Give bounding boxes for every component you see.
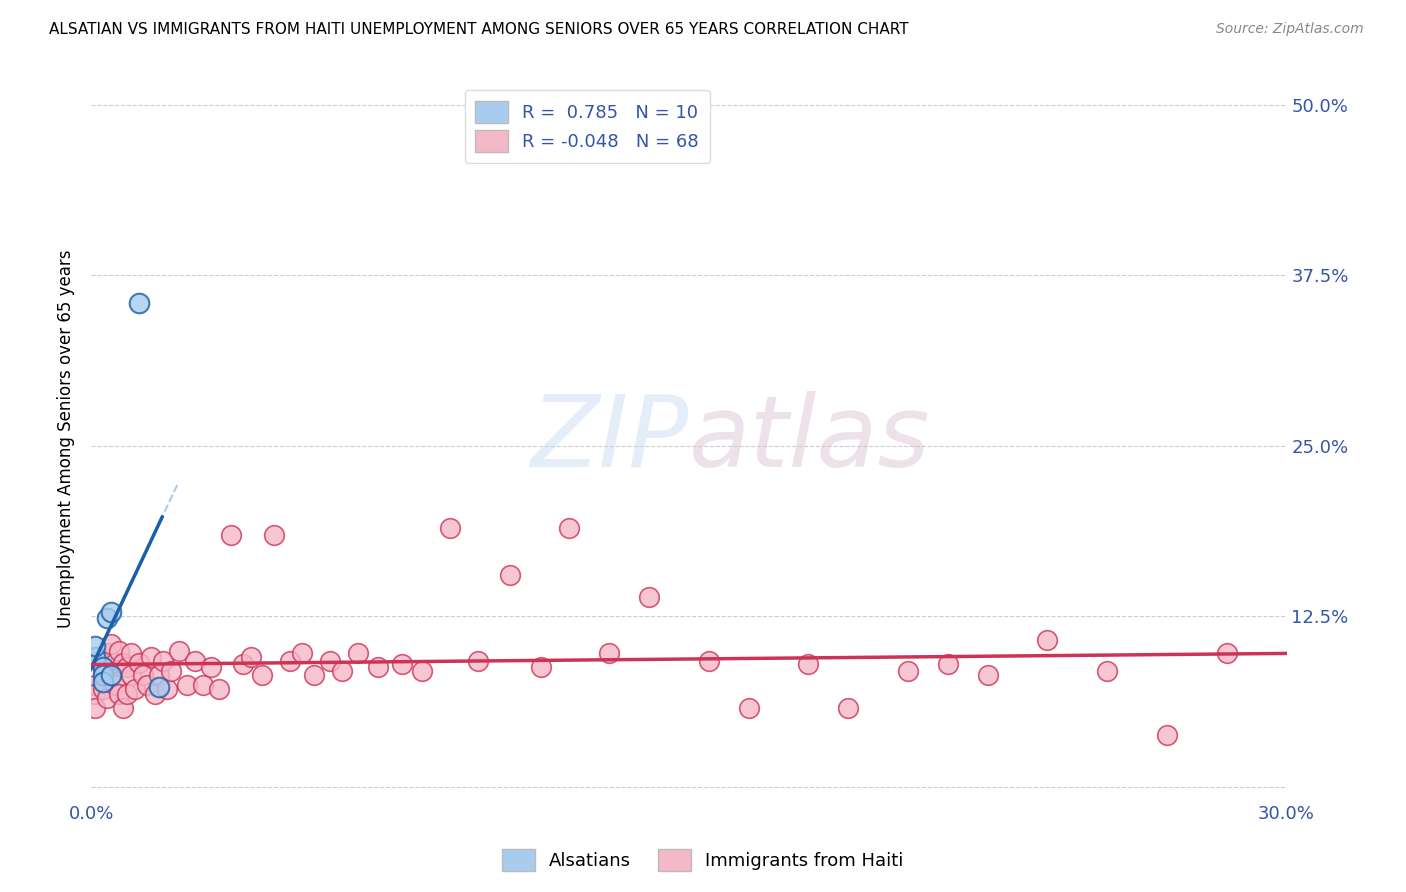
Point: [91, 668, 114, 682]
Point: [897, 664, 920, 678]
Point: [598, 646, 620, 660]
Point: [638, 591, 661, 605]
Point: [100, 668, 122, 682]
Point: [319, 655, 342, 669]
Point: [139, 650, 162, 665]
Point: [737, 701, 759, 715]
Point: [143, 687, 166, 701]
Point: [91, 681, 114, 696]
Point: [91, 660, 114, 674]
Point: [115, 687, 138, 701]
Point: [91, 664, 114, 678]
Point: [200, 660, 222, 674]
Point: [124, 681, 146, 696]
Point: [152, 655, 174, 669]
Point: [977, 668, 1000, 682]
Point: [112, 701, 135, 715]
Point: [87, 655, 110, 669]
Point: [797, 657, 820, 672]
Point: [367, 660, 389, 674]
Point: [136, 678, 159, 692]
Point: [96, 646, 118, 660]
Point: [91, 674, 114, 689]
Point: [108, 687, 131, 701]
Point: [208, 681, 231, 696]
Point: [120, 668, 142, 682]
Point: [280, 655, 302, 669]
Point: [411, 664, 433, 678]
Point: [219, 527, 242, 541]
Text: atlas: atlas: [689, 391, 931, 488]
Point: [84, 687, 107, 701]
Point: [100, 605, 122, 619]
Point: [148, 668, 170, 682]
Point: [115, 660, 138, 674]
Point: [96, 611, 118, 625]
Point: [84, 701, 107, 715]
Point: [439, 521, 461, 535]
Point: [304, 668, 326, 682]
Point: [84, 678, 107, 692]
Point: [176, 678, 198, 692]
Point: [104, 656, 127, 670]
Point: [263, 527, 285, 541]
Text: Source: ZipAtlas.com: Source: ZipAtlas.com: [1216, 22, 1364, 37]
Point: [132, 668, 155, 682]
Point: [120, 646, 142, 660]
Y-axis label: Unemployment Among Seniors over 65 years: Unemployment Among Seniors over 65 years: [58, 250, 75, 628]
Point: [108, 643, 131, 657]
Point: [1216, 646, 1239, 660]
Point: [1036, 632, 1059, 647]
Point: [498, 568, 520, 582]
Point: [347, 646, 370, 660]
Point: [330, 664, 353, 678]
Text: ZIP: ZIP: [530, 391, 689, 488]
Point: [128, 295, 150, 310]
Point: [936, 657, 959, 672]
Point: [697, 655, 720, 669]
Point: [1097, 664, 1119, 678]
Legend: R =  0.785   N = 10, R = -0.048   N = 68: R = 0.785 N = 10, R = -0.048 N = 68: [464, 90, 710, 163]
Point: [156, 681, 179, 696]
Point: [837, 701, 859, 715]
Point: [232, 657, 254, 672]
Point: [148, 681, 170, 695]
Point: [239, 650, 262, 665]
Point: [96, 691, 118, 706]
Point: [112, 656, 135, 670]
Point: [167, 643, 190, 657]
Point: [184, 655, 207, 669]
Point: [558, 521, 581, 535]
Point: [84, 650, 107, 665]
Legend: Alsatians, Immigrants from Haiti: Alsatians, Immigrants from Haiti: [495, 842, 911, 879]
Point: [191, 678, 214, 692]
Text: ALSATIAN VS IMMIGRANTS FROM HAITI UNEMPLOYMENT AMONG SENIORS OVER 65 YEARS CORRE: ALSATIAN VS IMMIGRANTS FROM HAITI UNEMPL…: [49, 22, 908, 37]
Point: [128, 656, 150, 670]
Point: [104, 678, 127, 692]
Point: [1156, 728, 1178, 742]
Point: [84, 640, 107, 654]
Point: [160, 664, 183, 678]
Point: [291, 646, 314, 660]
Point: [100, 637, 122, 651]
Point: [252, 668, 274, 682]
Point: [391, 657, 413, 672]
Point: [100, 668, 122, 682]
Point: [530, 660, 553, 674]
Point: [467, 655, 489, 669]
